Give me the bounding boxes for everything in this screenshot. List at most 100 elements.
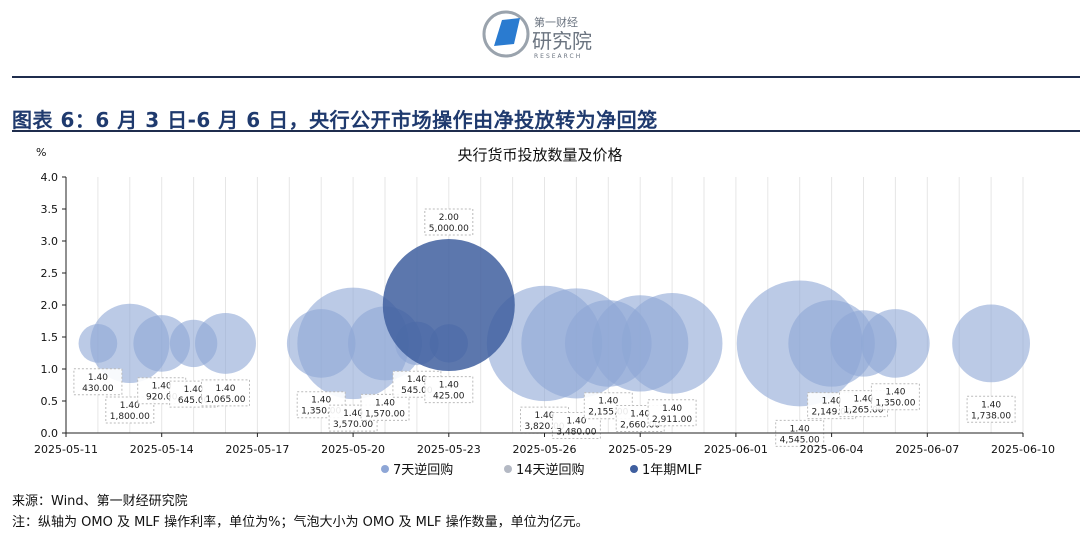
bubble bbox=[382, 239, 515, 371]
data-label-box bbox=[360, 393, 410, 421]
title-rule bbox=[12, 130, 1080, 132]
x-tick-label: 2025-05-26 bbox=[513, 443, 577, 456]
logo-text-sub: RESEARCH bbox=[534, 53, 582, 60]
y-tick-label: 0.0 bbox=[41, 427, 59, 440]
x-tick-label: 2025-05-14 bbox=[130, 443, 194, 456]
x-tick-label: 2025-05-11 bbox=[34, 443, 98, 456]
data-label: 1.402,911.00 bbox=[647, 399, 697, 427]
data-label: 1.401,570.00 bbox=[360, 393, 410, 421]
data-label-box bbox=[73, 368, 123, 396]
data-label-amount: 1,800.00 bbox=[110, 412, 150, 422]
x-tick-label: 2025-05-29 bbox=[608, 443, 672, 456]
data-label-amount: 4,545.00 bbox=[780, 435, 820, 445]
data-label-rate: 1.40 bbox=[215, 384, 235, 394]
data-label-rate: 1.40 bbox=[822, 397, 842, 407]
data-label-amount: 2,155.00 bbox=[588, 408, 628, 418]
data-label-rate: 1.40 bbox=[566, 416, 586, 426]
y-tick-label: 3.0 bbox=[41, 235, 59, 248]
data-label-amount: 3,820.00 bbox=[524, 422, 564, 432]
data-label: 1.401,350.00 bbox=[870, 383, 920, 411]
data-label-amount: 1,350.00 bbox=[301, 407, 341, 417]
data-label-rate: 1.40 bbox=[981, 400, 1001, 410]
source-text: 来源：Wind、第一财经研究院 bbox=[12, 494, 188, 509]
data-label-box bbox=[424, 208, 474, 236]
logo-text-top: 第一财经 bbox=[534, 15, 578, 29]
data-label-rate: 1.40 bbox=[184, 385, 204, 395]
legend-marker bbox=[381, 465, 389, 473]
bubble bbox=[621, 293, 723, 394]
data-label-amount: 3,570.00 bbox=[333, 420, 373, 430]
y-tick-label: 2.5 bbox=[41, 267, 59, 280]
legend-label: 14天逆回购 bbox=[516, 462, 585, 478]
logo-ring-icon bbox=[482, 10, 530, 58]
data-label-amount: 645.00 bbox=[178, 396, 210, 406]
data-label-rate: 1.40 bbox=[662, 404, 682, 414]
data-label-box bbox=[647, 399, 697, 427]
data-label-box bbox=[201, 379, 250, 407]
x-tick-label: 2025-06-10 bbox=[991, 443, 1055, 456]
top-rule bbox=[12, 76, 1080, 78]
data-label-box bbox=[424, 376, 474, 404]
data-label-rate: 1.40 bbox=[630, 410, 650, 420]
data-label-rate: 1.40 bbox=[407, 375, 427, 385]
bubble bbox=[861, 309, 930, 378]
x-tick-label: 2025-05-17 bbox=[225, 443, 289, 456]
data-label-rate: 1.40 bbox=[88, 373, 108, 383]
data-label-rate: 1.40 bbox=[152, 382, 172, 392]
legend-marker bbox=[504, 465, 512, 473]
figure-title: 图表 6：6 月 3 日-6 月 6 日，央行公开市场操作由净投放转为净回笼 bbox=[12, 108, 658, 132]
data-label: 1.401,738.00 bbox=[966, 395, 1016, 423]
data-label: 2.005,000.00 bbox=[424, 208, 474, 236]
data-label-amount: 2,149.00 bbox=[812, 408, 852, 418]
y-tick-label: 0.5 bbox=[41, 395, 59, 408]
data-label-rate: 1.40 bbox=[439, 381, 459, 391]
data-label-rate: 1.40 bbox=[885, 388, 905, 398]
x-tick-label: 2025-05-20 bbox=[321, 443, 385, 456]
data-label-amount: 1,265.00 bbox=[843, 406, 883, 416]
legend-marker bbox=[630, 465, 638, 473]
y-axis-label: % bbox=[36, 146, 46, 159]
y-tick-label: 1.5 bbox=[41, 331, 59, 344]
data-label-box bbox=[966, 395, 1016, 423]
x-tick-label: 2025-06-01 bbox=[704, 443, 768, 456]
bubble bbox=[952, 304, 1031, 383]
legend-label: 1年期MLF bbox=[642, 463, 702, 478]
data-label: 1.401,065.00 bbox=[201, 379, 250, 407]
data-label-rate: 1.40 bbox=[343, 409, 363, 419]
data-label-rate: 1.40 bbox=[598, 397, 618, 407]
y-tick-label: 3.5 bbox=[41, 203, 59, 216]
note-text: 注：纵轴为 OMO 及 MLF 操作利率，单位为%；气泡大小为 OMO 及 ML… bbox=[12, 515, 589, 530]
x-tick-label: 2025-06-07 bbox=[895, 443, 959, 456]
logo: 第一财经 研究院 RESEARCH bbox=[482, 10, 592, 60]
chart-title: 央行货币投放数量及价格 bbox=[457, 146, 622, 164]
data-label-amount: 425.00 bbox=[433, 392, 465, 402]
data-label: 1.401,350.00 bbox=[296, 391, 346, 419]
data-label-amount: 545.00 bbox=[401, 386, 433, 396]
y-tick-label: 4.0 bbox=[41, 171, 59, 184]
data-label-rate: 1.40 bbox=[534, 411, 554, 421]
logo-text-main: 研究院 bbox=[532, 29, 592, 53]
data-label-amount: 3,480.00 bbox=[556, 427, 596, 437]
data-label-rate: 1.40 bbox=[790, 424, 810, 434]
data-label-amount: 430.00 bbox=[82, 384, 114, 394]
data-label-amount: 1,065.00 bbox=[205, 395, 245, 405]
data-label-box bbox=[870, 383, 920, 411]
logo-book-icon bbox=[494, 18, 520, 46]
data-label-rate: 1.40 bbox=[375, 398, 395, 408]
data-label-rate: 1.40 bbox=[311, 396, 331, 406]
data-label-rate: 1.40 bbox=[120, 401, 140, 411]
data-label-amount: 1,570.00 bbox=[365, 409, 405, 419]
data-label-rate: 2.00 bbox=[439, 213, 459, 223]
x-tick-label: 2025-05-23 bbox=[417, 443, 481, 456]
bubble bbox=[195, 312, 256, 374]
data-label-amount: 5,000.00 bbox=[429, 224, 469, 234]
data-label-amount: 1,350.00 bbox=[875, 399, 915, 409]
y-tick-label: 1.0 bbox=[41, 363, 59, 376]
data-label-amount: 2,911.00 bbox=[652, 415, 692, 425]
legend-label: 7天逆回购 bbox=[393, 462, 453, 478]
data-label-amount: 920.00 bbox=[146, 393, 178, 403]
